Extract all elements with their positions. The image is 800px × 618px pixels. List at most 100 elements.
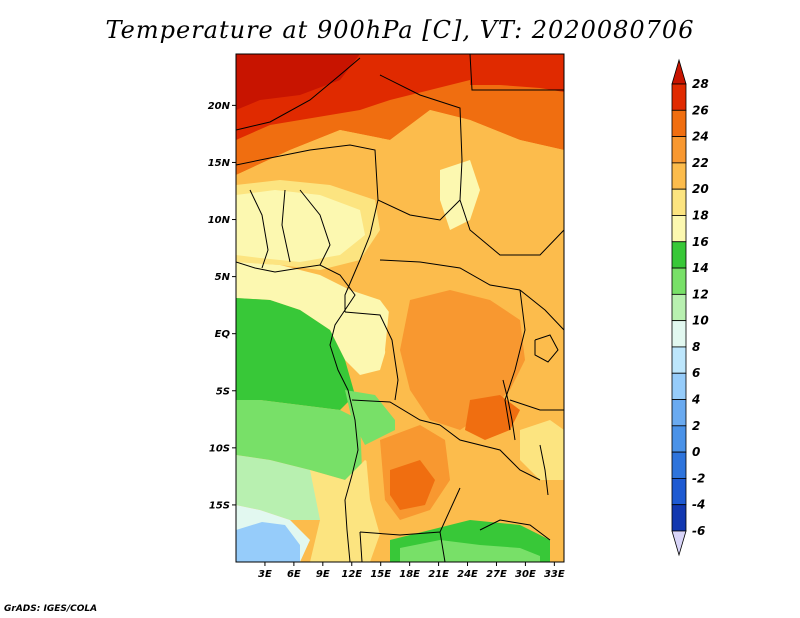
lon-tick-label: 15E bbox=[370, 569, 391, 580]
lon-tick-label: 30E bbox=[515, 569, 536, 580]
lake-tanganyika bbox=[502, 379, 516, 441]
colorbar-level-label: 20 bbox=[692, 182, 709, 196]
colorbar-level-label: 4 bbox=[691, 393, 700, 407]
border-angola-south bbox=[359, 487, 461, 536]
lon-tick-label: 6E bbox=[287, 569, 301, 580]
lat-tick-label: EQ bbox=[215, 329, 231, 340]
border-car bbox=[379, 259, 521, 291]
lake-malawi bbox=[539, 444, 549, 496]
border-namibia bbox=[359, 531, 363, 562]
field-12-angola-coast bbox=[345, 390, 395, 450]
border-zimbabwe bbox=[479, 519, 551, 541]
field-24-congo bbox=[400, 290, 525, 430]
colorbar-level-label: 18 bbox=[692, 208, 709, 222]
colorbar-level-label: 6 bbox=[692, 366, 700, 380]
field-18-west bbox=[236, 190, 365, 262]
border-sahara-3 bbox=[469, 54, 564, 91]
colorbar-swatch bbox=[671, 136, 687, 164]
colorbar-swatch bbox=[671, 451, 687, 479]
colorbar-swatch bbox=[671, 162, 687, 190]
colorbar-level-label: 2 bbox=[692, 419, 700, 433]
field-26-angola bbox=[390, 460, 435, 510]
border-drc-east bbox=[504, 289, 526, 431]
field-18-coast bbox=[236, 262, 395, 375]
colorbar-level-label: -2 bbox=[692, 471, 705, 485]
field-22-sahel bbox=[236, 110, 564, 240]
coastline-west-africa bbox=[236, 261, 359, 562]
grads-credit: GrADS: IGES/COLA bbox=[4, 604, 98, 614]
field-22-east-coast bbox=[520, 420, 564, 480]
field-12-zambezi bbox=[400, 540, 540, 562]
colorbar-swatch bbox=[671, 320, 687, 348]
lat-tick-label: 10S bbox=[209, 443, 230, 454]
colorbar-level-label: -6 bbox=[692, 524, 705, 538]
border-sahara-1 bbox=[236, 57, 361, 131]
colorbar-swatch bbox=[671, 109, 687, 137]
colorbar-level-label: 10 bbox=[692, 314, 709, 328]
lat-tick-label: 5S bbox=[216, 386, 230, 397]
border-chad bbox=[377, 159, 463, 221]
border-angola-north bbox=[351, 399, 441, 426]
colorbar-swatch bbox=[671, 399, 687, 427]
lon-tick-label: 12E bbox=[341, 569, 362, 580]
field-10-atlantic bbox=[236, 455, 330, 520]
lat-tick-label: 15N bbox=[208, 158, 231, 169]
lon-tick-label: 33E bbox=[544, 569, 565, 580]
colorbar-swatch bbox=[671, 293, 687, 322]
longitude-axis: 3E 6E 9E 12E 15E 18E 21E 24E 27E 30E 33E bbox=[258, 562, 565, 580]
border-nigeria bbox=[299, 189, 331, 266]
lon-tick-label: 24E bbox=[457, 569, 478, 580]
colorbar-swatch bbox=[671, 215, 687, 243]
colorbar-swatch bbox=[671, 372, 687, 400]
border-congo bbox=[344, 311, 399, 401]
lon-tick-label: 9E bbox=[316, 569, 330, 580]
field-12-atlantic bbox=[236, 400, 362, 480]
lon-tick-label: 27E bbox=[486, 569, 507, 580]
colorbar-level-label: 24 bbox=[692, 130, 709, 144]
colorbar-level-label: 8 bbox=[692, 340, 700, 354]
colorbar-level-label: 12 bbox=[692, 287, 709, 301]
colorbar-swatch bbox=[671, 478, 687, 506]
colorbar-swatch bbox=[671, 241, 687, 269]
border-west-1 bbox=[249, 189, 269, 269]
border-sudan bbox=[459, 199, 564, 256]
country-borders bbox=[236, 54, 564, 562]
colorbar-swatch bbox=[671, 346, 687, 374]
colorbar-swatch bbox=[671, 267, 687, 295]
lon-tick-label: 21E bbox=[428, 569, 449, 580]
map-title: Temperature at 900hPa [C], VT: 202008070… bbox=[105, 16, 695, 44]
field-20-angola bbox=[310, 460, 385, 562]
lat-tick-label: 10N bbox=[208, 215, 231, 226]
field-14-atlantic bbox=[236, 298, 355, 410]
border-botswana bbox=[439, 531, 446, 562]
border-tanzania bbox=[509, 399, 564, 411]
colorbar-level-label: 14 bbox=[692, 261, 709, 275]
field-hottest-north bbox=[236, 54, 360, 110]
colorbar-level-label: 22 bbox=[692, 156, 709, 170]
colorbar-level-label: 0 bbox=[692, 445, 700, 459]
colorbar-level-label: 16 bbox=[692, 235, 709, 249]
latitude-axis: 20N 15N 10N 5N EQ 5S 10S 15S bbox=[208, 101, 236, 511]
lake-victoria bbox=[534, 334, 559, 363]
border-east-africa bbox=[519, 289, 564, 331]
border-sahara-2 bbox=[379, 74, 463, 161]
border-zambia bbox=[439, 424, 541, 481]
map-frame bbox=[235, 53, 565, 563]
colorbar-swatch bbox=[671, 188, 687, 216]
lat-tick-label: 5N bbox=[215, 272, 231, 283]
field-6-atlantic bbox=[236, 522, 300, 562]
lat-tick-label: 15S bbox=[209, 500, 230, 511]
colorbar-level-label: 28 bbox=[692, 77, 709, 91]
border-cameroon bbox=[344, 234, 371, 312]
colorbar-swatch bbox=[671, 425, 687, 453]
temperature-field bbox=[236, 54, 564, 562]
colorbar-level-label: 26 bbox=[692, 103, 709, 117]
lon-tick-label: 18E bbox=[399, 569, 420, 580]
colorbar-level-label: -4 bbox=[692, 498, 705, 512]
border-west-2 bbox=[281, 189, 291, 263]
field-28-band-northeast bbox=[470, 54, 564, 92]
lon-tick-label: 3E bbox=[258, 569, 272, 580]
colorbar-swatch bbox=[671, 83, 687, 111]
